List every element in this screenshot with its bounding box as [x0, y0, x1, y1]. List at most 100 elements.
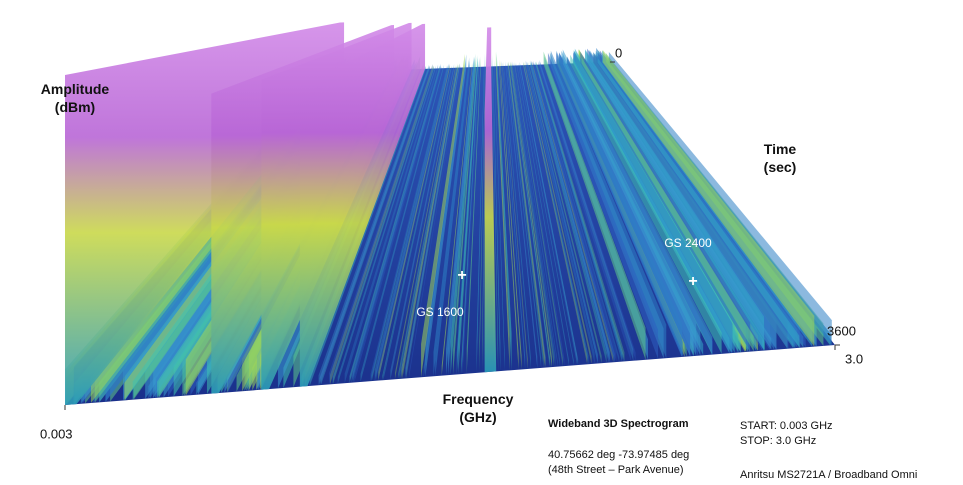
- ridge: [499, 59, 519, 370]
- ridge: [505, 63, 538, 369]
- ridge: [320, 66, 430, 386]
- x-tick-label: 3.0: [845, 351, 863, 366]
- ridge: [394, 65, 456, 380]
- ridge: [319, 65, 430, 386]
- ridge: [433, 57, 470, 377]
- ridge: [510, 61, 552, 368]
- ridge: [509, 61, 550, 368]
- ridge: [508, 61, 546, 368]
- surface: [65, 22, 835, 405]
- ridge: [309, 65, 426, 386]
- ridge: [496, 51, 512, 371]
- ridge: [538, 61, 631, 361]
- ridge: [513, 62, 560, 367]
- ridge: [535, 61, 623, 362]
- ridge: [570, 54, 722, 354]
- ridge: [344, 64, 439, 384]
- ridge: [514, 62, 563, 367]
- ridge: [441, 63, 473, 376]
- ridge: [525, 60, 595, 364]
- ridge: [446, 56, 474, 376]
- ridge: [516, 63, 569, 366]
- ridge: [540, 61, 636, 361]
- ridge: [503, 61, 531, 369]
- ridge: [349, 65, 440, 383]
- ridge: [383, 65, 452, 381]
- annotation: GS 1600: [416, 305, 464, 319]
- ridge: [453, 56, 477, 375]
- ridge: [502, 62, 528, 369]
- annotation: GS 2400: [664, 236, 712, 250]
- ridge: [309, 66, 426, 386]
- ridge: [466, 56, 481, 374]
- ridge: [329, 64, 433, 385]
- ridge: [360, 64, 444, 382]
- ridge: [526, 61, 598, 364]
- ridge: [518, 63, 574, 366]
- ridge: [505, 61, 538, 369]
- ridge: [382, 66, 452, 381]
- ridge: [423, 63, 466, 378]
- ridge: [501, 60, 526, 370]
- peak-wall: [484, 27, 497, 373]
- ridge: [515, 62, 565, 367]
- ridge: [539, 59, 634, 361]
- x-axis-label: Frequency (GHz): [443, 391, 514, 425]
- ridge: [587, 58, 772, 350]
- ridge: [530, 60, 609, 363]
- ridge: [523, 61, 589, 365]
- ridge: [378, 63, 450, 381]
- marker: +: [457, 267, 466, 284]
- ridge: [397, 65, 457, 380]
- info-instrument: Anritsu MS2721A / Broadband Omni: [740, 469, 917, 481]
- ridge: [526, 61, 598, 364]
- x-tick-label: 0.003: [40, 426, 73, 441]
- ridge: [406, 64, 460, 379]
- ridge: [476, 53, 485, 373]
- ridge: [506, 61, 542, 368]
- ridge: [508, 61, 546, 368]
- ridge: [519, 61, 578, 366]
- ridge: [502, 62, 528, 369]
- ridge: [531, 60, 611, 363]
- ridge: [519, 63, 579, 366]
- ridge: [602, 49, 815, 347]
- ridge: [528, 62, 602, 364]
- marker: +: [688, 273, 697, 290]
- ridge: [406, 63, 460, 379]
- ridge: [390, 64, 455, 380]
- ridge: [523, 62, 588, 365]
- ridge: [421, 54, 465, 378]
- ridge: [378, 64, 450, 381]
- y-tick-label: 0: [615, 45, 622, 60]
- ridge: [448, 56, 475, 376]
- ridge: [479, 54, 486, 373]
- ridge: [532, 61, 615, 363]
- ridge: [349, 65, 440, 383]
- ridge: [532, 62, 614, 363]
- ridge: [328, 64, 433, 385]
- ridge: [332, 65, 434, 385]
- ridge: [529, 60, 607, 363]
- peak-wall: [299, 23, 426, 387]
- ridge: [354, 66, 442, 383]
- ridge: [351, 65, 441, 383]
- ridge: [567, 56, 713, 355]
- y-axis-label: Time (sec): [764, 141, 797, 175]
- ridge: [512, 63, 558, 367]
- ridge: [597, 57, 800, 348]
- ridge: [352, 63, 441, 383]
- ridge: [532, 61, 615, 363]
- ridge: [534, 62, 620, 362]
- ridge: [458, 55, 478, 375]
- ridge: [524, 62, 592, 364]
- ridge: [535, 61, 624, 362]
- ridge: [593, 52, 788, 349]
- ridge: [510, 63, 552, 368]
- ridge: [399, 64, 458, 379]
- ridge: [494, 60, 505, 371]
- ridge: [536, 61, 625, 362]
- ridge: [402, 64, 459, 379]
- ridge: [462, 57, 480, 375]
